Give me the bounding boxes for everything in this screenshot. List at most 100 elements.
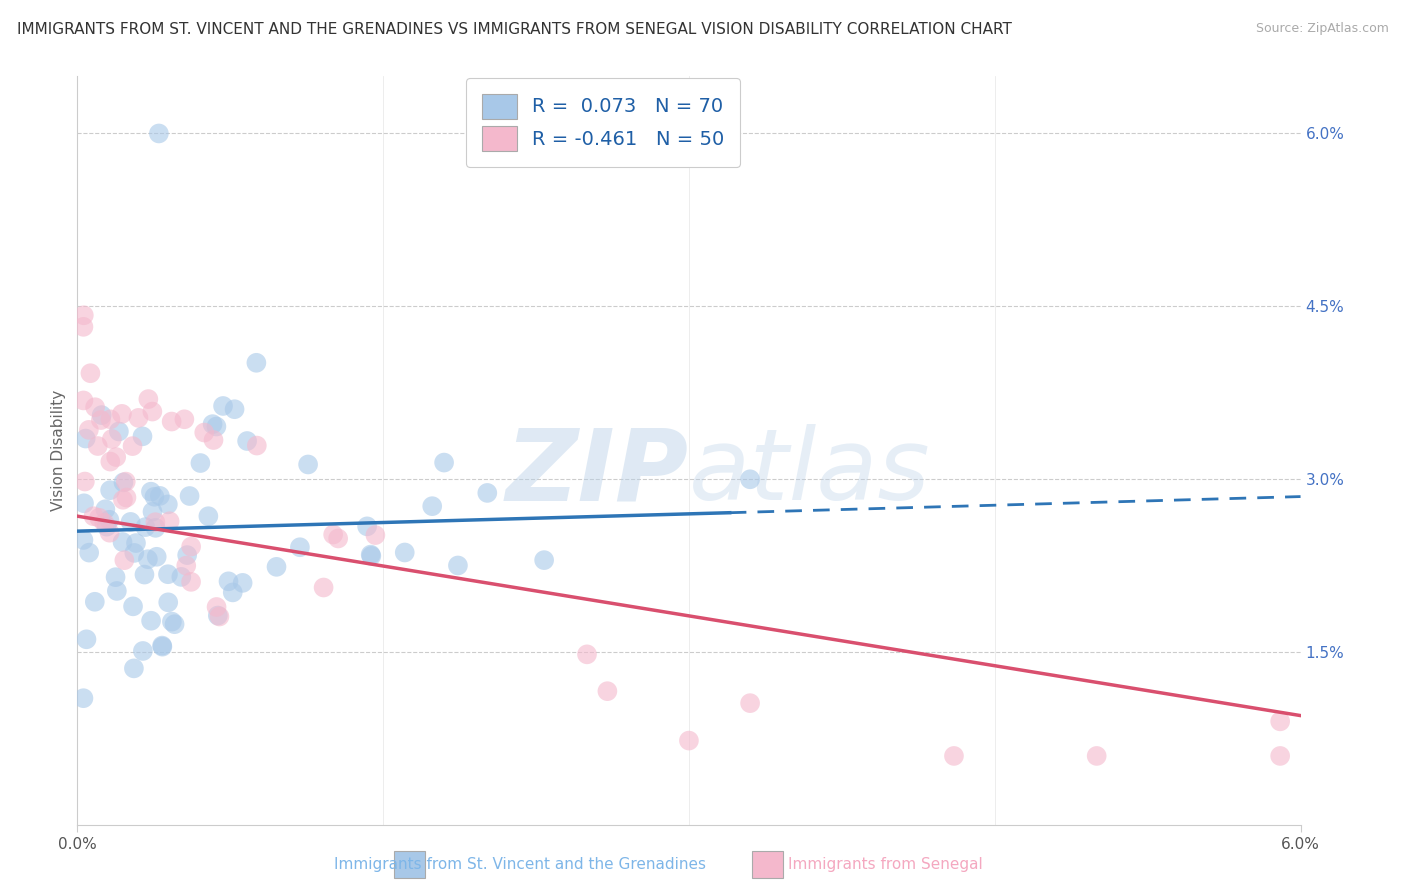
Point [72, 691, 94, 706]
Point [163, 617, 186, 632]
Point [176, 548, 198, 562]
Point [245, 356, 267, 370]
Point [156, 497, 179, 511]
FancyBboxPatch shape [752, 851, 783, 878]
Point [132, 644, 155, 658]
Point [100, 412, 122, 426]
Point [96, 519, 118, 533]
Point [72, 319, 94, 334]
Point [125, 536, 148, 550]
Point [127, 410, 149, 425]
Point [202, 433, 225, 447]
Point [364, 528, 387, 542]
Text: Source: ZipAtlas.com: Source: ZipAtlas.com [1256, 22, 1389, 36]
Point [77, 423, 100, 437]
Point [180, 540, 202, 554]
Point [360, 549, 382, 563]
Point [356, 519, 378, 533]
Point [83, 595, 105, 609]
Point [180, 574, 202, 589]
FancyBboxPatch shape [394, 851, 425, 878]
Point [98, 483, 121, 498]
Point [87, 439, 110, 453]
Point [943, 748, 966, 763]
Point [312, 581, 335, 595]
Point [76, 632, 98, 647]
Point [75, 432, 97, 446]
Point [121, 439, 143, 453]
Point [90, 408, 112, 422]
Point [145, 549, 167, 564]
Point [420, 499, 443, 513]
Point [115, 491, 138, 505]
Point [201, 417, 224, 431]
Point [98, 525, 121, 540]
Point [73, 496, 96, 510]
Point [72, 533, 94, 547]
Point [134, 567, 156, 582]
Point [143, 490, 166, 504]
Point [104, 570, 127, 584]
Point [134, 520, 156, 534]
Point [159, 514, 181, 528]
Point [157, 595, 180, 609]
Point [122, 661, 145, 675]
Point [111, 492, 134, 507]
Point [141, 404, 163, 418]
Point [84, 401, 107, 415]
Point [1270, 748, 1292, 763]
Point [160, 615, 183, 629]
Point [360, 548, 382, 562]
Point [288, 540, 311, 554]
Point [1085, 748, 1108, 763]
Point [108, 425, 131, 439]
Text: ZIP: ZIP [506, 425, 689, 522]
Y-axis label: Vision Disability: Vision Disability [51, 390, 66, 511]
Point [447, 558, 470, 573]
Point [533, 553, 555, 567]
Point [89, 510, 111, 524]
Point [740, 696, 762, 710]
Point [79, 366, 101, 380]
Point [576, 648, 599, 662]
Point [112, 475, 135, 490]
Legend: R =  0.073   N = 70, R = -0.461   N = 50: R = 0.073 N = 70, R = -0.461 N = 50 [467, 78, 741, 167]
Text: IMMIGRANTS FROM ST. VINCENT AND THE GRENADINES VS IMMIGRANTS FROM SENEGAL VISION: IMMIGRANTS FROM ST. VINCENT AND THE GREN… [17, 22, 1012, 37]
Point [236, 434, 259, 448]
Point [93, 516, 115, 530]
Point [98, 513, 121, 527]
Point [328, 532, 350, 546]
Point [141, 505, 163, 519]
Point [105, 450, 128, 464]
Point [433, 456, 456, 470]
Point [246, 439, 269, 453]
Point [145, 521, 167, 535]
Point [145, 515, 167, 529]
Point [124, 546, 146, 560]
Point [1270, 714, 1292, 729]
Point [193, 425, 215, 440]
Point [122, 599, 145, 614]
Point [136, 552, 159, 566]
Point [678, 733, 700, 747]
Point [160, 415, 183, 429]
Text: Immigrants from Senegal: Immigrants from Senegal [789, 857, 983, 872]
Point [740, 472, 762, 486]
Point [224, 402, 246, 417]
Point [174, 558, 197, 573]
Point [139, 484, 162, 499]
Point [139, 614, 162, 628]
Point [170, 570, 193, 584]
Point [73, 308, 96, 322]
Point [205, 419, 228, 434]
Point [179, 489, 201, 503]
Point [156, 567, 179, 582]
Point [207, 608, 229, 623]
Point [72, 393, 94, 408]
Point [83, 509, 105, 524]
Point [114, 475, 136, 489]
Point [73, 475, 96, 489]
Point [197, 509, 219, 524]
Point [131, 429, 153, 443]
Point [596, 684, 619, 698]
